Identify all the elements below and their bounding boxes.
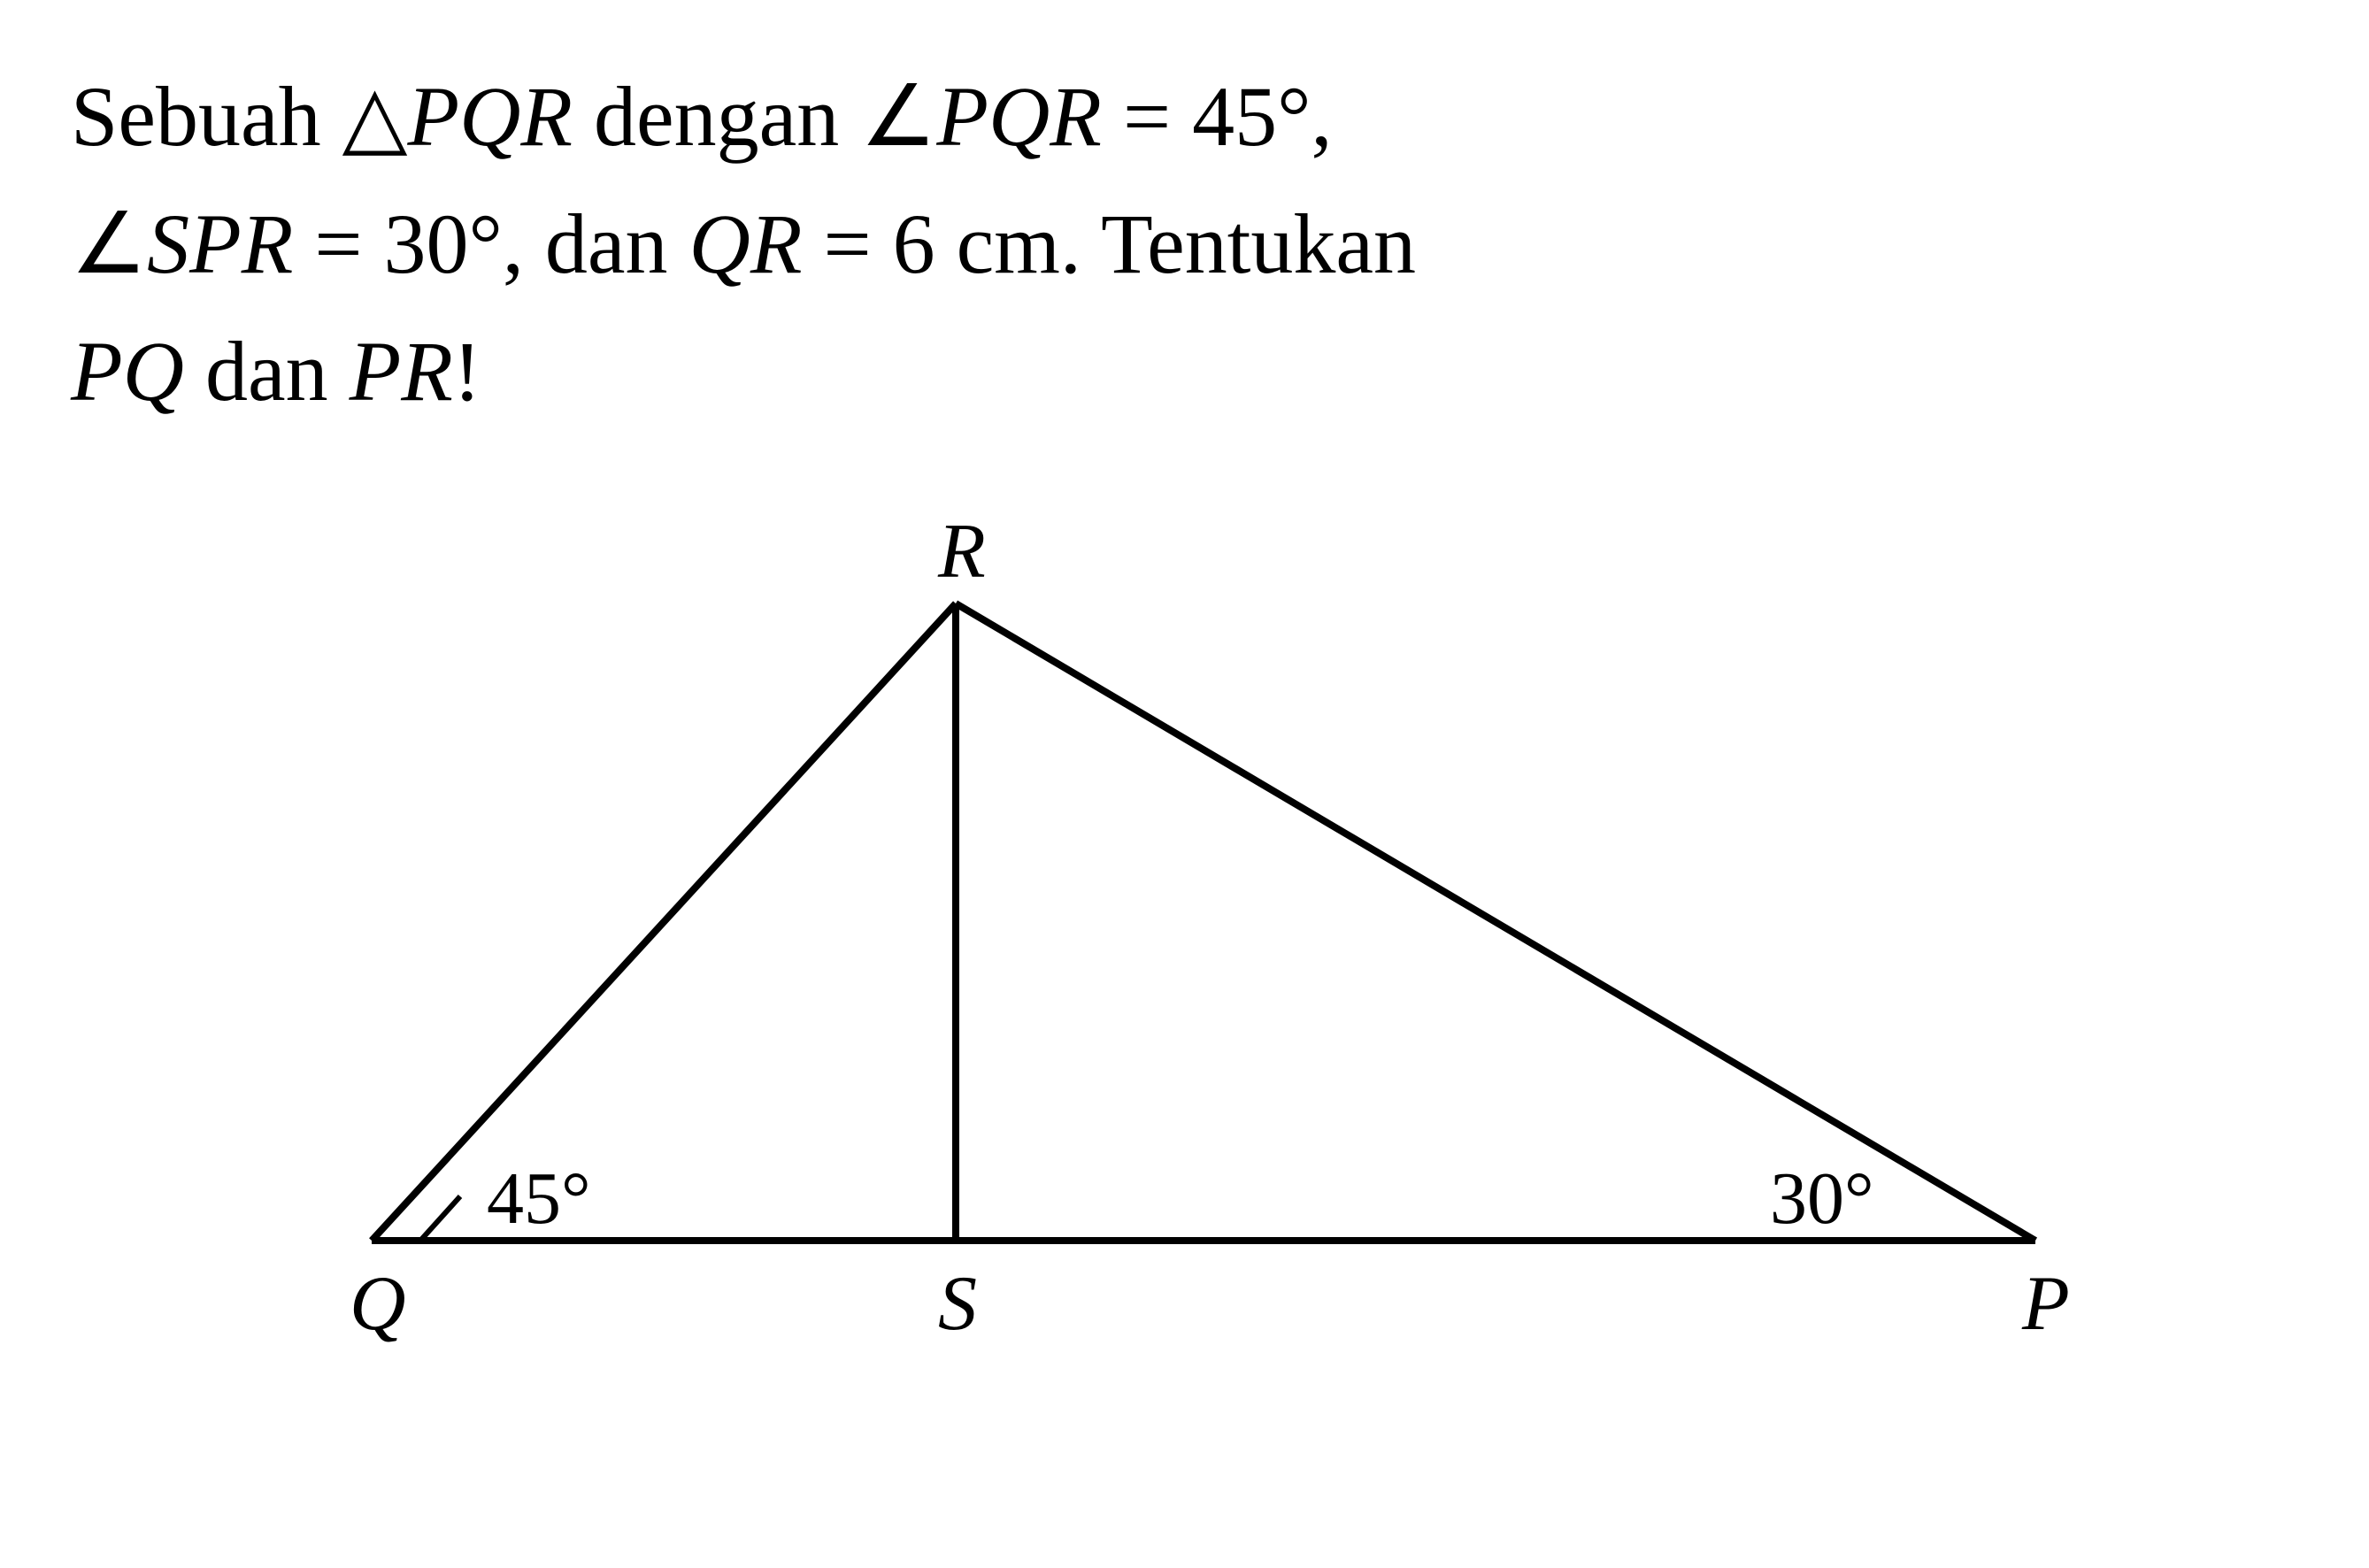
angle-q-value: 45° (487, 1157, 591, 1240)
angle-tick-q (420, 1196, 460, 1241)
pr-label: PR (350, 324, 453, 419)
vertex-s-label: S (938, 1261, 977, 1347)
edge-qr (372, 603, 956, 1241)
text-part-1: Sebuah (71, 69, 342, 164)
qr-label: QR (688, 196, 802, 291)
text-part-7: ! (453, 324, 481, 419)
triangle-svg: R Q S P 45° 30° (265, 488, 2124, 1373)
text-part-3: = 45°, (1102, 69, 1333, 164)
text-part-2: dengan (573, 69, 860, 164)
vertex-q-label: Q (350, 1261, 406, 1347)
angle-p-value: 30° (1770, 1157, 1874, 1240)
vertex-r-label: R (937, 509, 986, 595)
angle-symbol-1: ∠ (860, 69, 936, 164)
pq-label: PQ (71, 324, 184, 419)
angle-pqr-label: PQR (936, 69, 1102, 164)
triangle-symbol: △ (342, 69, 408, 164)
text-part-6: dan (184, 324, 350, 419)
text-part-5: = 6 cm. Tentukan (802, 196, 1416, 291)
triangle-diagram: R Q S P 45° 30° (265, 488, 2298, 1373)
problem-statement: Sebuah △PQR dengan ∠PQR = 45°, ∠SPR = 30… (71, 53, 2298, 435)
angle-symbol-2: ∠ (71, 196, 147, 291)
vertex-p-label: P (2021, 1261, 2070, 1347)
text-part-4: = 30°, dan (293, 196, 688, 291)
triangle-pqr-label: PQR (407, 69, 573, 164)
angle-spr-label: SPR (147, 196, 293, 291)
edge-rp (956, 603, 2035, 1241)
